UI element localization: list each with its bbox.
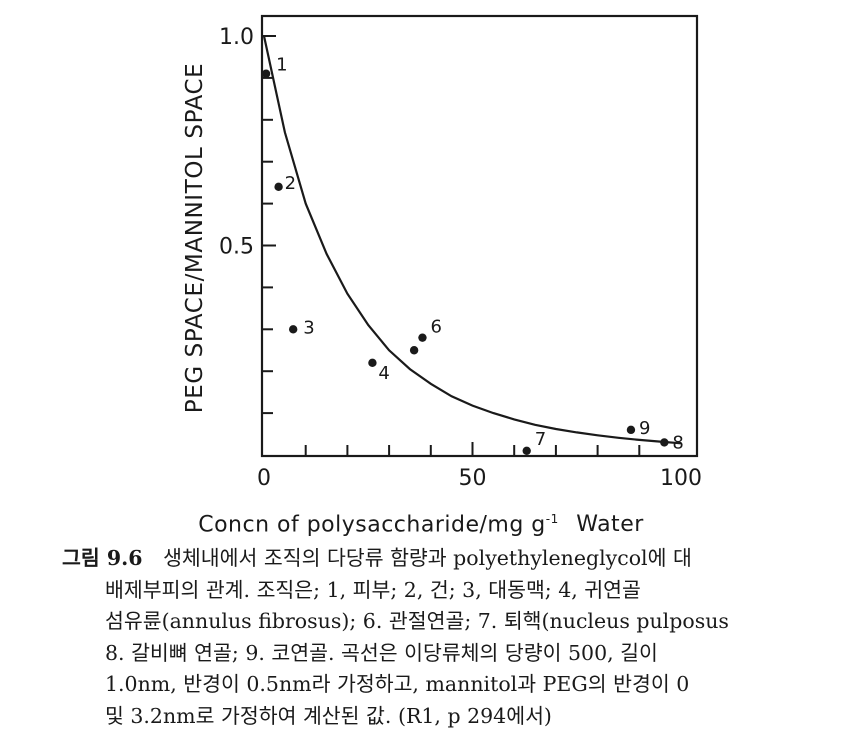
x-tick-label: 50 xyxy=(459,466,487,491)
data-point xyxy=(409,346,419,355)
y-tick-label: 0.5 xyxy=(219,235,254,260)
caption-line: 배제부피의 관계. 조직은; 1, 피부; 2, 건; 3, 대동맥; 4, 귀… xyxy=(105,577,641,602)
data-point xyxy=(261,69,271,78)
caption-line: 8. 갈비뼈 연골; 9. 코연골. 곡선은 이당류체의 당량이 500, 길이 xyxy=(105,640,658,665)
x-axis-label: Concn of polysaccharide/mg g-1 Water xyxy=(0,512,842,537)
figure-label: 그림 9.6 xyxy=(62,546,143,570)
x-tick-labels: 0 50 100 xyxy=(257,466,702,491)
caption-line: 및 3.2nm로 가정하여 계산된 값. (R1, p 294에서) xyxy=(105,703,552,728)
data-point xyxy=(418,333,427,342)
data-point-label: 3 xyxy=(303,317,314,338)
data-point-label: 8 xyxy=(672,432,683,453)
data-point-label: 7 xyxy=(535,429,546,450)
fit-curve xyxy=(262,35,682,445)
x-tick-label: 100 xyxy=(660,466,702,491)
x-axis-label-main: Concn of polysaccharide/mg g xyxy=(198,512,546,538)
data-points: 1 2 3 4 6 7 8 9 xyxy=(261,55,684,456)
data-point xyxy=(626,425,636,435)
data-point-label: 9 xyxy=(639,418,650,439)
chart: 0.5 1.0 0 50 100 1 2 3 4 6 7 8 9 PEG SPACE/MANNITO… xyxy=(182,14,702,491)
data-point xyxy=(368,358,377,368)
y-axis-label: PEG SPACE/MANNITOL SPACE xyxy=(182,63,208,414)
caption-line: 1.0nm, 반경이 0.5nm라 가정하고, mannitol과 PEG의 반… xyxy=(105,672,690,696)
figure-caption: 그림 9.6 생체내에서 조직의 다당류 함량과 polyethylenegly… xyxy=(62,543,842,732)
x-axis-label-suffix: Water xyxy=(576,512,644,538)
y-tick-label: 1.0 xyxy=(219,25,254,50)
data-point-label: 6 xyxy=(430,317,441,338)
data-point xyxy=(522,446,531,456)
data-point xyxy=(274,182,283,192)
y-tick-labels: 0.5 1.0 xyxy=(219,25,254,260)
x-tick-label: 0 xyxy=(257,466,271,491)
data-point xyxy=(288,325,298,334)
data-point xyxy=(660,438,669,447)
x-minor-ticks xyxy=(304,442,641,456)
x-axis-label-sup: -1 xyxy=(545,512,559,526)
data-point-label: 2 xyxy=(285,173,296,194)
caption-line: 그림 9.6 생체내에서 조직의 다당류 함량과 polyethylenegly… xyxy=(62,543,842,575)
caption-line: 섬유륜(annulus fibrosus); 6. 관절연골; 7. 퇴핵(nu… xyxy=(105,609,729,633)
data-point-label: 4 xyxy=(378,363,389,384)
data-point-label: 1 xyxy=(276,55,287,76)
y-minor-ticks xyxy=(262,35,276,415)
caption-text: 생체내에서 조직의 다당류 함량과 polyethyleneglycol에 대 xyxy=(163,546,692,570)
plot-frame xyxy=(260,14,699,458)
